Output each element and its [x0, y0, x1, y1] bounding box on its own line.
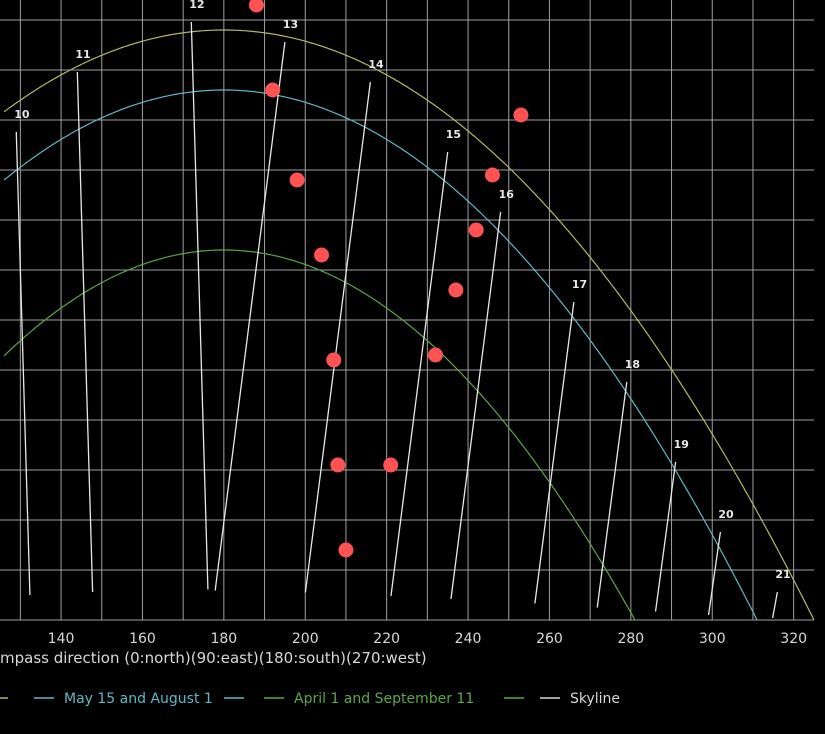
skyline-point [248, 0, 264, 13]
skyline-point [484, 167, 500, 183]
sun-path-curves [3, 29, 815, 621]
legend-label-2: May 15 and August 1 [64, 691, 213, 707]
skyline-point [427, 347, 443, 363]
skyline-point [330, 457, 346, 473]
x-tick-280: 280 [617, 631, 644, 647]
hour-line-20 [707, 531, 722, 616]
hour-line-12 [190, 21, 209, 590]
x-tick-260: 260 [536, 631, 563, 647]
hour-label-13: 13 [283, 18, 298, 31]
x-tick-180: 180 [210, 631, 237, 647]
x-tick-220: 220 [373, 631, 400, 647]
skyline-point [314, 247, 330, 263]
sun-path-series-3 [3, 249, 636, 621]
skyline-point [289, 172, 305, 188]
x-axis-ticks: 140 160 180 200 220 240 260 280 300 320 [48, 631, 807, 647]
hour-label-11: 11 [75, 48, 90, 61]
hour-line-19 [654, 461, 677, 612]
legend-label-3: April 1 and September 11 [294, 691, 474, 707]
skyline-point [326, 352, 342, 368]
hour-line-15 [390, 151, 449, 597]
grid [0, 0, 814, 621]
skyline-points [248, 0, 529, 558]
sun-path-series-1 [3, 29, 815, 621]
skyline-point [338, 542, 354, 558]
hour-line-14 [304, 81, 372, 593]
hour-line-10 [15, 131, 31, 596]
hour-label-21: 21 [775, 568, 790, 581]
skyline-point [468, 222, 484, 238]
x-tick-320: 320 [780, 631, 807, 647]
hour-line-13 [214, 41, 286, 591]
skyline-point [513, 107, 529, 123]
x-tick-240: 240 [455, 631, 482, 647]
hour-line-21 [772, 591, 779, 619]
hour-label-19: 19 [674, 438, 689, 451]
hour-label-12: 12 [189, 0, 204, 11]
hour-label-16: 16 [499, 188, 515, 201]
hour-line-17 [534, 301, 575, 604]
hour-label-15: 15 [446, 128, 461, 141]
hour-label-18: 18 [625, 358, 640, 371]
x-tick-300: 300 [699, 631, 726, 647]
hour-line-11 [76, 71, 94, 593]
x-tick-160: 160 [129, 631, 156, 647]
hour-lines: 10 11 12 13 14 15 16 17 18 19 20 21 [14, 0, 791, 619]
x-tick-200: 200 [292, 631, 319, 647]
sun-path-series-2 [3, 89, 758, 621]
x-axis-title: mpass direction (0:north)(90:east)(180:s… [0, 649, 427, 667]
hour-label-17: 17 [572, 278, 587, 291]
hour-label-14: 14 [368, 58, 384, 71]
skyline-point [265, 82, 281, 98]
hour-label-20: 20 [718, 508, 734, 521]
skyline-point [448, 282, 464, 298]
legend: May 15 and August 1 April 1 and September… [0, 691, 620, 707]
legend-label-4: Skyline [570, 691, 620, 707]
skyline-point [383, 457, 399, 473]
hour-line-16 [450, 211, 502, 600]
hour-line-18 [596, 381, 628, 608]
x-tick-140: 140 [48, 631, 75, 647]
hour-label-10: 10 [14, 108, 30, 121]
